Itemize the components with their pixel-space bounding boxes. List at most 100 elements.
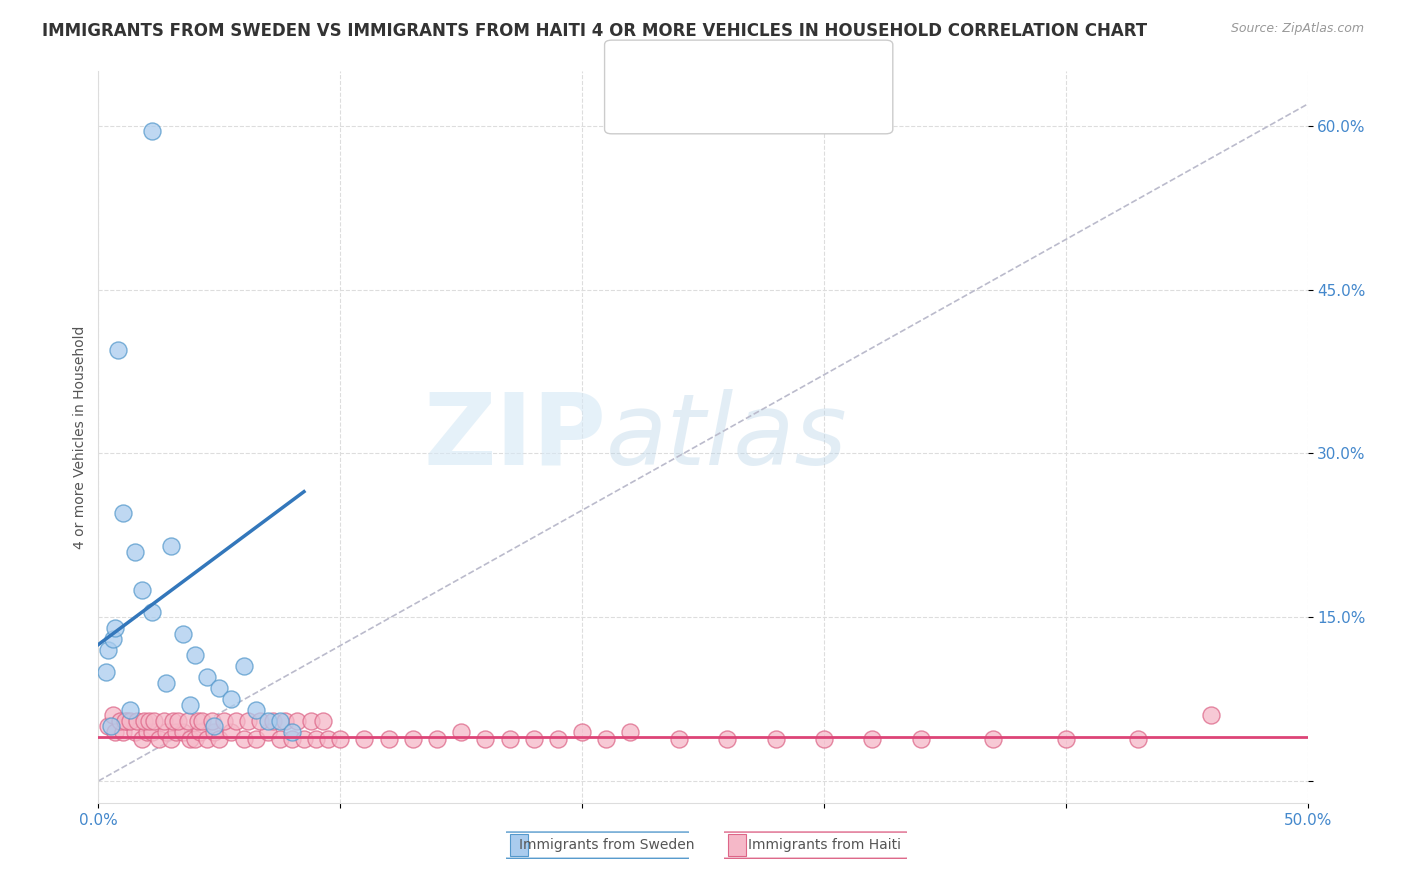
- Point: [1054, 732, 1077, 747]
- Point: [155, 675, 177, 690]
- Point: [281, 732, 304, 747]
- Point: [124, 545, 146, 559]
- Text: ZIP: ZIP: [423, 389, 606, 485]
- Point: [152, 714, 174, 728]
- Point: [118, 714, 141, 728]
- Point: [108, 714, 131, 728]
- Point: [204, 719, 226, 733]
- Point: [201, 714, 224, 728]
- FancyBboxPatch shape: [626, 54, 658, 81]
- Point: [225, 714, 247, 728]
- Point: [595, 732, 617, 747]
- Point: [104, 621, 127, 635]
- Point: [765, 732, 787, 747]
- Point: [910, 732, 932, 747]
- Point: [148, 732, 170, 747]
- Point: [195, 732, 218, 747]
- Point: [141, 124, 163, 138]
- FancyBboxPatch shape: [728, 834, 747, 856]
- Point: [668, 732, 690, 747]
- Point: [134, 714, 156, 728]
- Point: [135, 724, 157, 739]
- Point: [256, 724, 278, 739]
- Point: [111, 507, 134, 521]
- Point: [256, 714, 278, 728]
- Point: [187, 714, 209, 728]
- Point: [97, 719, 120, 733]
- Point: [1128, 732, 1150, 747]
- Point: [100, 719, 122, 733]
- Point: [474, 732, 496, 747]
- Point: [273, 714, 295, 728]
- Point: [167, 714, 190, 728]
- Point: [118, 703, 141, 717]
- Point: [94, 665, 117, 679]
- Point: [184, 648, 207, 663]
- Point: [299, 714, 322, 728]
- Point: [138, 714, 160, 728]
- Point: [619, 724, 641, 739]
- Point: [179, 698, 201, 712]
- Point: [179, 732, 201, 747]
- Point: [177, 714, 200, 728]
- Point: [716, 732, 738, 747]
- Point: [238, 714, 260, 728]
- Point: [305, 732, 328, 747]
- Point: [377, 732, 399, 747]
- Point: [292, 732, 315, 747]
- Point: [124, 724, 146, 739]
- Point: [316, 732, 339, 747]
- Point: [212, 714, 235, 728]
- Point: [162, 714, 184, 728]
- Point: [104, 724, 127, 739]
- Point: [981, 732, 1004, 747]
- Point: [131, 732, 153, 747]
- Point: [450, 724, 472, 739]
- Text: R =  0.003   N = 75: R = 0.003 N = 75: [673, 96, 849, 114]
- Point: [208, 732, 231, 747]
- Point: [269, 714, 291, 728]
- Point: [547, 732, 569, 747]
- Point: [195, 670, 218, 684]
- Point: [232, 732, 254, 747]
- Text: IMMIGRANTS FROM SWEDEN VS IMMIGRANTS FROM HAITI 4 OR MORE VEHICLES IN HOUSEHOLD : IMMIGRANTS FROM SWEDEN VS IMMIGRANTS FRO…: [42, 22, 1147, 40]
- Point: [402, 732, 425, 747]
- Point: [498, 732, 520, 747]
- Point: [141, 605, 163, 619]
- Point: [111, 724, 134, 739]
- Point: [160, 539, 183, 553]
- Point: [160, 732, 183, 747]
- Point: [208, 681, 231, 695]
- FancyBboxPatch shape: [505, 832, 690, 858]
- Point: [353, 732, 375, 747]
- Text: Immigrants from Haiti: Immigrants from Haiti: [748, 838, 901, 852]
- Point: [312, 714, 335, 728]
- Point: [131, 582, 153, 597]
- Point: [221, 692, 243, 706]
- Point: [281, 724, 304, 739]
- Point: [97, 643, 120, 657]
- FancyBboxPatch shape: [626, 92, 658, 119]
- Point: [232, 659, 254, 673]
- FancyBboxPatch shape: [510, 834, 529, 856]
- Point: [143, 714, 166, 728]
- Y-axis label: 4 or more Vehicles in Household: 4 or more Vehicles in Household: [73, 326, 87, 549]
- Point: [262, 714, 284, 728]
- Text: Source: ZipAtlas.com: Source: ZipAtlas.com: [1230, 22, 1364, 36]
- Point: [1199, 708, 1222, 723]
- Point: [813, 732, 835, 747]
- Point: [245, 732, 267, 747]
- Point: [101, 708, 124, 723]
- Point: [114, 714, 136, 728]
- Point: [329, 732, 352, 747]
- Point: [172, 724, 194, 739]
- Point: [523, 732, 546, 747]
- Point: [245, 703, 267, 717]
- Point: [172, 626, 194, 640]
- Point: [165, 724, 187, 739]
- Point: [285, 714, 308, 728]
- Point: [117, 714, 139, 728]
- Point: [191, 714, 214, 728]
- Text: Immigrants from Sweden: Immigrants from Sweden: [519, 838, 695, 852]
- Point: [188, 724, 211, 739]
